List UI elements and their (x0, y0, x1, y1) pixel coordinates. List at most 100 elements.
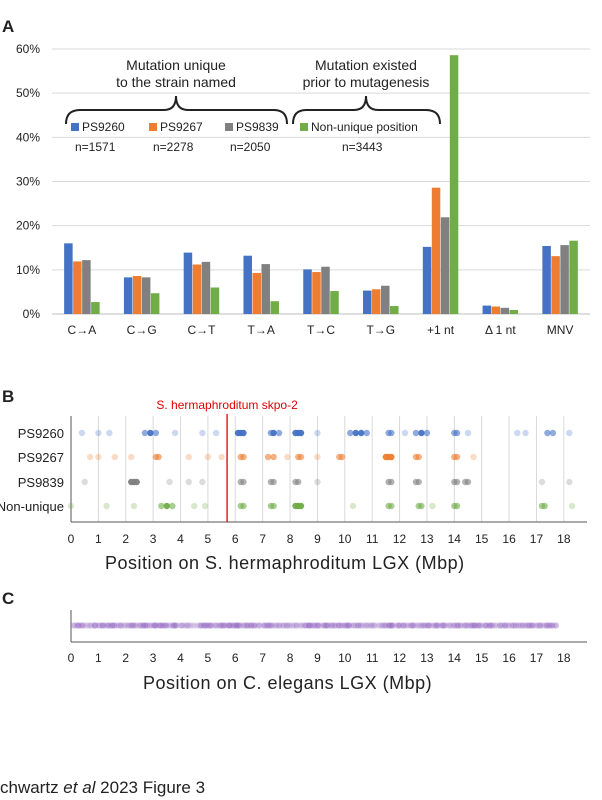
caption-suffix: 2023 Figure 3 (95, 778, 206, 797)
panel-a-bars (64, 55, 578, 314)
c-point-251 (537, 622, 544, 629)
c-point-142 (335, 622, 342, 629)
c-point-91 (240, 622, 247, 629)
c-x-tick-13: 13 (420, 651, 434, 665)
c-point-101 (258, 622, 265, 629)
c-point-158 (364, 622, 371, 629)
b-point-ps9839-13 (314, 478, 321, 486)
c-point-57 (176, 622, 183, 629)
bar-ps9839-t-a (261, 264, 270, 314)
c-x-tick-7: 7 (259, 651, 266, 665)
c-point-40 (145, 622, 152, 629)
c-point-168 (382, 622, 389, 629)
x-tick-category-2: C→G (127, 323, 157, 337)
b-point-ps9839-8 (240, 478, 247, 486)
b-point-ps9260-11 (240, 429, 247, 437)
b-x-tick-1: 1 (95, 532, 102, 546)
bar-non-unique-position-c-g (150, 293, 160, 314)
panel-c-x-axis-title: Position on C. elegans LGX (Mbp) (143, 673, 432, 693)
c-point-5 (79, 622, 86, 629)
panel-b-x-axis-title: Position on S. hermaphroditum LGX (Mbp) (105, 553, 465, 573)
b-point-non-unique-7 (201, 502, 209, 510)
c-point-72 (204, 622, 212, 629)
c-point-177 (400, 622, 407, 629)
b-point-ps9839-6 (199, 478, 206, 486)
c-point-30 (127, 622, 134, 629)
bar-ps9260-1-nt (422, 246, 432, 314)
c-point-36 (137, 622, 144, 629)
c-point-25 (117, 622, 124, 629)
b-point-ps9260-32 (514, 429, 521, 437)
c-point-152 (352, 622, 360, 629)
c-point-39 (143, 622, 150, 629)
c-point-10 (88, 622, 96, 629)
brace-unique (65, 95, 288, 125)
c-point-105 (265, 622, 272, 629)
c-point-140 (331, 622, 338, 629)
c-point-76 (211, 622, 218, 629)
c-x-tick-6: 6 (232, 651, 239, 665)
c-point-221 (481, 622, 489, 629)
c-point-250 (535, 622, 542, 629)
annotation-existed-line1: Mutation existed (315, 57, 417, 73)
b-x-tick-12: 12 (393, 532, 407, 546)
c-point-66 (193, 622, 200, 629)
c-point-143 (336, 622, 343, 629)
c-point-53 (169, 622, 176, 629)
count-non-unique: n=3443 (342, 140, 383, 154)
b-point-ps9260-28 (423, 429, 431, 437)
c-point-192 (427, 622, 435, 629)
c-point-154 (357, 622, 364, 629)
b-point-ps9839-19 (453, 478, 461, 486)
c-point-141 (332, 622, 339, 629)
c-point-157 (362, 622, 369, 629)
x-tick-category-4: T→A (248, 323, 275, 337)
panel-a-chart: 0% 10% 20% 30% 40% 50% 60% C→A C→G C→T T→A T→C T→G +… (16, 42, 590, 337)
c-point-205 (451, 622, 458, 629)
b-point-non-unique-0 (67, 502, 75, 510)
bar-ps9260-mnv (542, 245, 551, 314)
b-point-ps9260-36 (566, 429, 573, 437)
c-point-108 (272, 622, 279, 629)
c-point-169 (385, 622, 392, 629)
c-point-58 (178, 622, 185, 629)
c-point-70 (200, 622, 208, 629)
c-point-80 (219, 622, 226, 629)
c-point-208 (457, 622, 464, 629)
bar-ps9267-c-t (192, 264, 202, 314)
b-point-non-unique-14 (297, 502, 305, 510)
c-point-104 (263, 622, 270, 629)
b-point-ps9839-4 (166, 478, 173, 486)
c-point-15 (98, 622, 105, 629)
c-point-35 (136, 622, 143, 629)
c-point-55 (172, 622, 179, 629)
b-point-ps9260-33 (522, 429, 529, 437)
c-point-103 (261, 622, 268, 629)
count-ps9267: n=2278 (153, 140, 194, 154)
c-point-28 (122, 622, 129, 629)
c-point-203 (447, 622, 454, 629)
c-point-253 (541, 622, 548, 629)
bar-ps9260-t-c (303, 269, 312, 314)
c-point-252 (540, 622, 547, 629)
bar-ps9260-t-a (243, 255, 252, 314)
c-point-93 (244, 622, 251, 629)
c-point-146 (342, 622, 349, 629)
c-point-56 (174, 622, 181, 629)
c-point-238 (512, 622, 520, 629)
c-point-173 (392, 622, 399, 629)
c-point-220 (479, 622, 486, 629)
c-point-129 (310, 622, 317, 629)
c-point-259 (552, 622, 560, 629)
c-point-27 (120, 622, 128, 629)
c-point-248 (532, 622, 539, 629)
panel-b-points (67, 429, 576, 510)
b-point-ps9260-30 (453, 429, 461, 437)
c-point-46 (156, 622, 163, 629)
c-point-97 (251, 622, 258, 629)
b-point-ps9260-34 (544, 429, 551, 437)
panel-c-chart: 0 1 2 3 4 5 6 7 8 9 10 11 12 13 14 15 16 17 18 Position on… (68, 610, 587, 693)
c-point-18 (104, 622, 111, 629)
c-point-174 (394, 622, 401, 629)
